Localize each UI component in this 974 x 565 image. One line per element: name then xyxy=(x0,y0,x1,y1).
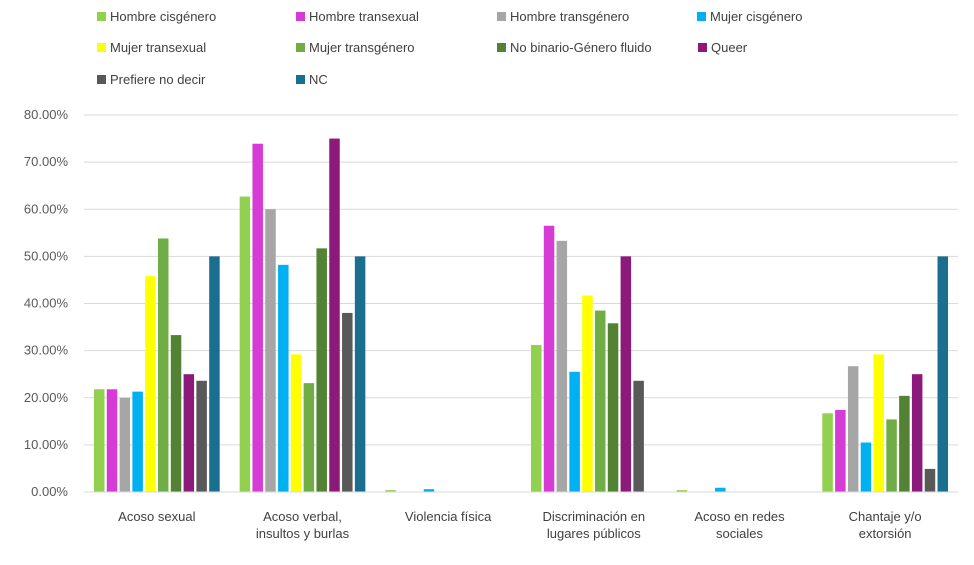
bar-hombre-transexual-discriminacion-en-lugares-publicos xyxy=(543,225,555,492)
x-axis-category-labels: Acoso sexual Acoso verbal, insultos y burl… xyxy=(118,509,921,541)
y-tick-label: 20.00% xyxy=(24,390,69,405)
legend-item-mujer-cisgenero: Mujer cisgénero xyxy=(697,9,803,24)
bar-no-binario-genero-fluido-chantaje-y-o-extorsion xyxy=(899,395,910,492)
bar-hombre-transexual-acoso-sexual xyxy=(106,389,118,492)
bar-no-binario-genero-fluido-discriminacion-en-lugares-publicos xyxy=(607,323,619,492)
legend-swatch xyxy=(497,12,506,21)
x-category-label: Acoso sexual xyxy=(118,509,195,524)
legend-label: Prefiere no decir xyxy=(110,72,206,87)
bar-mujer-transgenero-discriminacion-en-lugares-publicos xyxy=(594,310,606,492)
bar-prefiere-no-decir-chantaje-y-o-extorsion xyxy=(924,468,936,492)
y-tick-label: 60.00% xyxy=(24,201,69,216)
x-category-label: Acoso en redes sociales xyxy=(694,509,785,541)
legend-label: Mujer cisgénero xyxy=(710,9,803,24)
bars xyxy=(93,138,949,492)
bar-queer-discriminacion-en-lugares-publicos xyxy=(620,256,632,492)
bar-hombre-cisgenero-acoso-en-redes-sociales xyxy=(676,490,688,492)
legend-swatch xyxy=(97,75,106,84)
bar-mujer-cisgenero-acoso-sexual xyxy=(132,391,143,492)
bar-hombre-cisgenero-discriminacion-en-lugares-publicos xyxy=(530,344,542,492)
x-category-label: Discriminación en lugares públicos xyxy=(543,509,646,541)
legend-item-mujer-transgenero: Mujer transgénero xyxy=(296,40,415,55)
y-tick-label: 30.00% xyxy=(24,343,69,358)
y-tick-label: 40.00% xyxy=(24,296,69,311)
bar-mujer-transgenero-acoso-verbal-insultos-y-burlas xyxy=(303,383,315,492)
x-category-label: Chantaje y/o extorsión xyxy=(849,509,922,541)
legend: Hombre cisgénero Hombre transexual Hombre … xyxy=(97,9,803,87)
y-tick-label: 80.00% xyxy=(24,107,69,122)
bar-no-binario-genero-fluido-acoso-verbal-insultos-y-burlas xyxy=(316,248,327,492)
bar-nc-chantaje-y-o-extorsion xyxy=(937,256,949,492)
legend-label: No binario-Género fluido xyxy=(510,40,652,55)
bar-hombre-transexual-chantaje-y-o-extorsion xyxy=(835,410,846,492)
legend-swatch xyxy=(97,12,106,21)
bar-hombre-transgenero-chantaje-y-o-extorsion xyxy=(847,366,859,492)
bar-hombre-cisgenero-violencia-fisica xyxy=(385,490,396,492)
bar-mujer-transgenero-acoso-sexual xyxy=(157,238,169,492)
bar-nc-acoso-sexual xyxy=(209,256,220,492)
legend-swatch xyxy=(296,12,305,21)
y-tick-label: 10.00% xyxy=(24,437,69,452)
legend-swatch xyxy=(698,43,707,52)
bar-queer-chantaje-y-o-extorsion xyxy=(911,374,923,492)
bar-prefiere-no-decir-acoso-verbal-insultos-y-burlas xyxy=(342,312,353,492)
bar-mujer-transexual-acoso-verbal-insultos-y-burlas xyxy=(290,354,302,492)
bar-mujer-cisgenero-acoso-en-redes-sociales xyxy=(715,487,726,492)
bar-hombre-cisgenero-acoso-sexual xyxy=(93,389,105,492)
legend-item-hombre-transgenero: Hombre transgénero xyxy=(497,9,629,24)
bar-mujer-transexual-chantaje-y-o-extorsion xyxy=(873,354,885,492)
gridlines xyxy=(84,114,958,446)
bar-hombre-cisgenero-chantaje-y-o-extorsion xyxy=(822,413,833,492)
y-tick-label: 0.00% xyxy=(31,484,68,499)
bar-hombre-transexual-acoso-verbal-insultos-y-burlas xyxy=(252,143,263,492)
bar-hombre-transgenero-acoso-verbal-insultos-y-burlas xyxy=(265,209,276,492)
legend-label: Mujer transgénero xyxy=(309,40,415,55)
bar-mujer-cisgenero-acoso-verbal-insultos-y-burlas xyxy=(278,264,289,492)
legend-item-queer: Queer xyxy=(698,40,748,55)
legend-swatch xyxy=(296,75,305,84)
bar-mujer-cisgenero-chantaje-y-o-extorsion xyxy=(860,442,872,492)
legend-label: Hombre transexual xyxy=(309,9,419,24)
bar-mujer-transexual-acoso-sexual xyxy=(145,276,156,492)
legend-label: Mujer transexual xyxy=(110,40,206,55)
legend-item-prefiere-no-decir: Prefiere no decir xyxy=(97,72,206,87)
bar-hombre-transgenero-acoso-sexual xyxy=(119,397,131,492)
bar-mujer-cisgenero-violencia-fisica xyxy=(423,489,435,492)
bar-mujer-transexual-discriminacion-en-lugares-publicos xyxy=(582,295,593,492)
bar-prefiere-no-decir-discriminacion-en-lugares-publicos xyxy=(633,380,644,492)
legend-swatch xyxy=(296,43,305,52)
legend-label: Hombre cisgénero xyxy=(110,9,216,24)
y-tick-label: 50.00% xyxy=(24,248,69,263)
y-axis-ticks: 0.00% 10.00% 20.00% 30.00% 40.00% 50.00% 60.00… xyxy=(24,107,69,499)
legend-swatch xyxy=(497,43,506,52)
x-category-label: Violencia física xyxy=(405,509,492,524)
legend-item-hombre-cisgenero: Hombre cisgénero xyxy=(97,9,216,24)
bar-queer-acoso-verbal-insultos-y-burlas xyxy=(329,138,340,492)
legend-swatch xyxy=(97,43,106,52)
legend-swatch xyxy=(697,12,706,21)
bar-hombre-transgenero-discriminacion-en-lugares-publicos xyxy=(556,240,568,492)
bar-prefiere-no-decir-acoso-sexual xyxy=(196,380,207,492)
bar-no-binario-genero-fluido-acoso-sexual xyxy=(170,335,182,492)
bar-nc-acoso-verbal-insultos-y-burlas xyxy=(354,256,366,492)
legend-item-no-binario-genero-fluido: No binario-Género fluido xyxy=(497,40,652,55)
legend-label: Hombre transgénero xyxy=(510,9,629,24)
legend-item-nc: NC xyxy=(296,72,328,87)
bar-mujer-transgenero-chantaje-y-o-extorsion xyxy=(886,419,897,492)
legend-label: Queer xyxy=(711,40,748,55)
bar-hombre-cisgenero-acoso-verbal-insultos-y-burlas xyxy=(239,196,251,492)
y-tick-label: 70.00% xyxy=(24,154,69,169)
legend-label: NC xyxy=(309,72,328,87)
bar-queer-acoso-sexual xyxy=(183,374,195,492)
legend-item-mujer-transexual: Mujer transexual xyxy=(97,40,206,55)
bar-mujer-cisgenero-discriminacion-en-lugares-publicos xyxy=(569,371,580,492)
x-category-label: Acoso verbal, insultos y burlas xyxy=(256,509,350,541)
legend-item-hombre-transexual: Hombre transexual xyxy=(296,9,419,24)
